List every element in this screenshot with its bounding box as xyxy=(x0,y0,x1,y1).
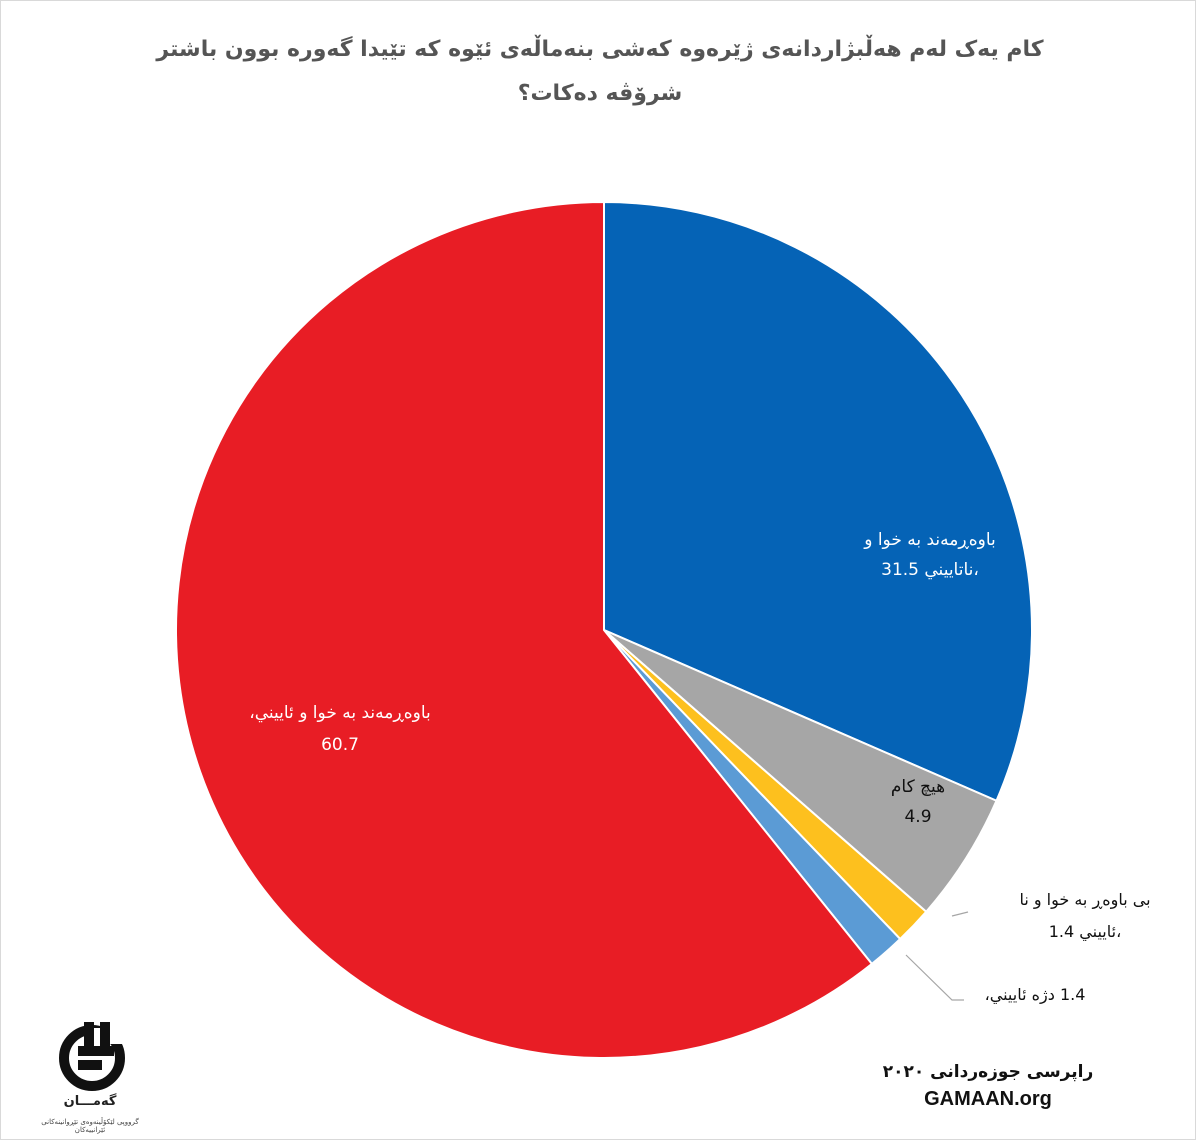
pie-slice-4 xyxy=(175,200,874,1059)
pie-slice-0 xyxy=(603,200,1033,803)
survey-label: راپرسی جوزەردانی ٢٠٢٠ xyxy=(882,1062,1094,1082)
footer: راپرسی جوزەردانی ٢٠٢٠ GAMAAN.org xyxy=(838,1062,1138,1111)
logo-name: گەمـــان xyxy=(63,1094,117,1109)
slice-label-2: بی باوەڕ به خوا و نا xyxy=(1019,890,1150,910)
slice-label-line2-0: 31.5 ناتاییني، xyxy=(881,560,979,580)
leader-line-3 xyxy=(905,954,964,1001)
site-label: GAMAAN.org xyxy=(924,1088,1052,1110)
slice-value-1: 4.9 xyxy=(904,807,931,827)
slice-label-line2-2: 1.4 ئاييني، xyxy=(1049,922,1121,942)
slice-label-4: باوەڕمەند به خوا و ئاييني، xyxy=(249,703,431,723)
slice-label-3: 1.4 دژە ئاييني، xyxy=(985,985,1086,1005)
logo-tagline: گرووپی لێکۆڵینەوەی تێڕوانینەکانی ئێرانیی… xyxy=(41,1118,139,1134)
slice-label-1: هیچ کام xyxy=(891,777,945,797)
gamaan-logo-mark xyxy=(59,1022,125,1091)
leader-line-2 xyxy=(951,911,969,917)
slice-value-4: 60.7 xyxy=(321,735,359,755)
gamaan-logo: گەمـــان گرووپی لێکۆڵینەوەی تێڕوانینەکان… xyxy=(30,1022,150,1134)
chart-title: کام یەک لەم هەڵبژاردانەی ژێرەوە کەشی بنە… xyxy=(156,37,1044,106)
slice-label-0: باوەڕمەند به خوا و xyxy=(863,530,996,550)
